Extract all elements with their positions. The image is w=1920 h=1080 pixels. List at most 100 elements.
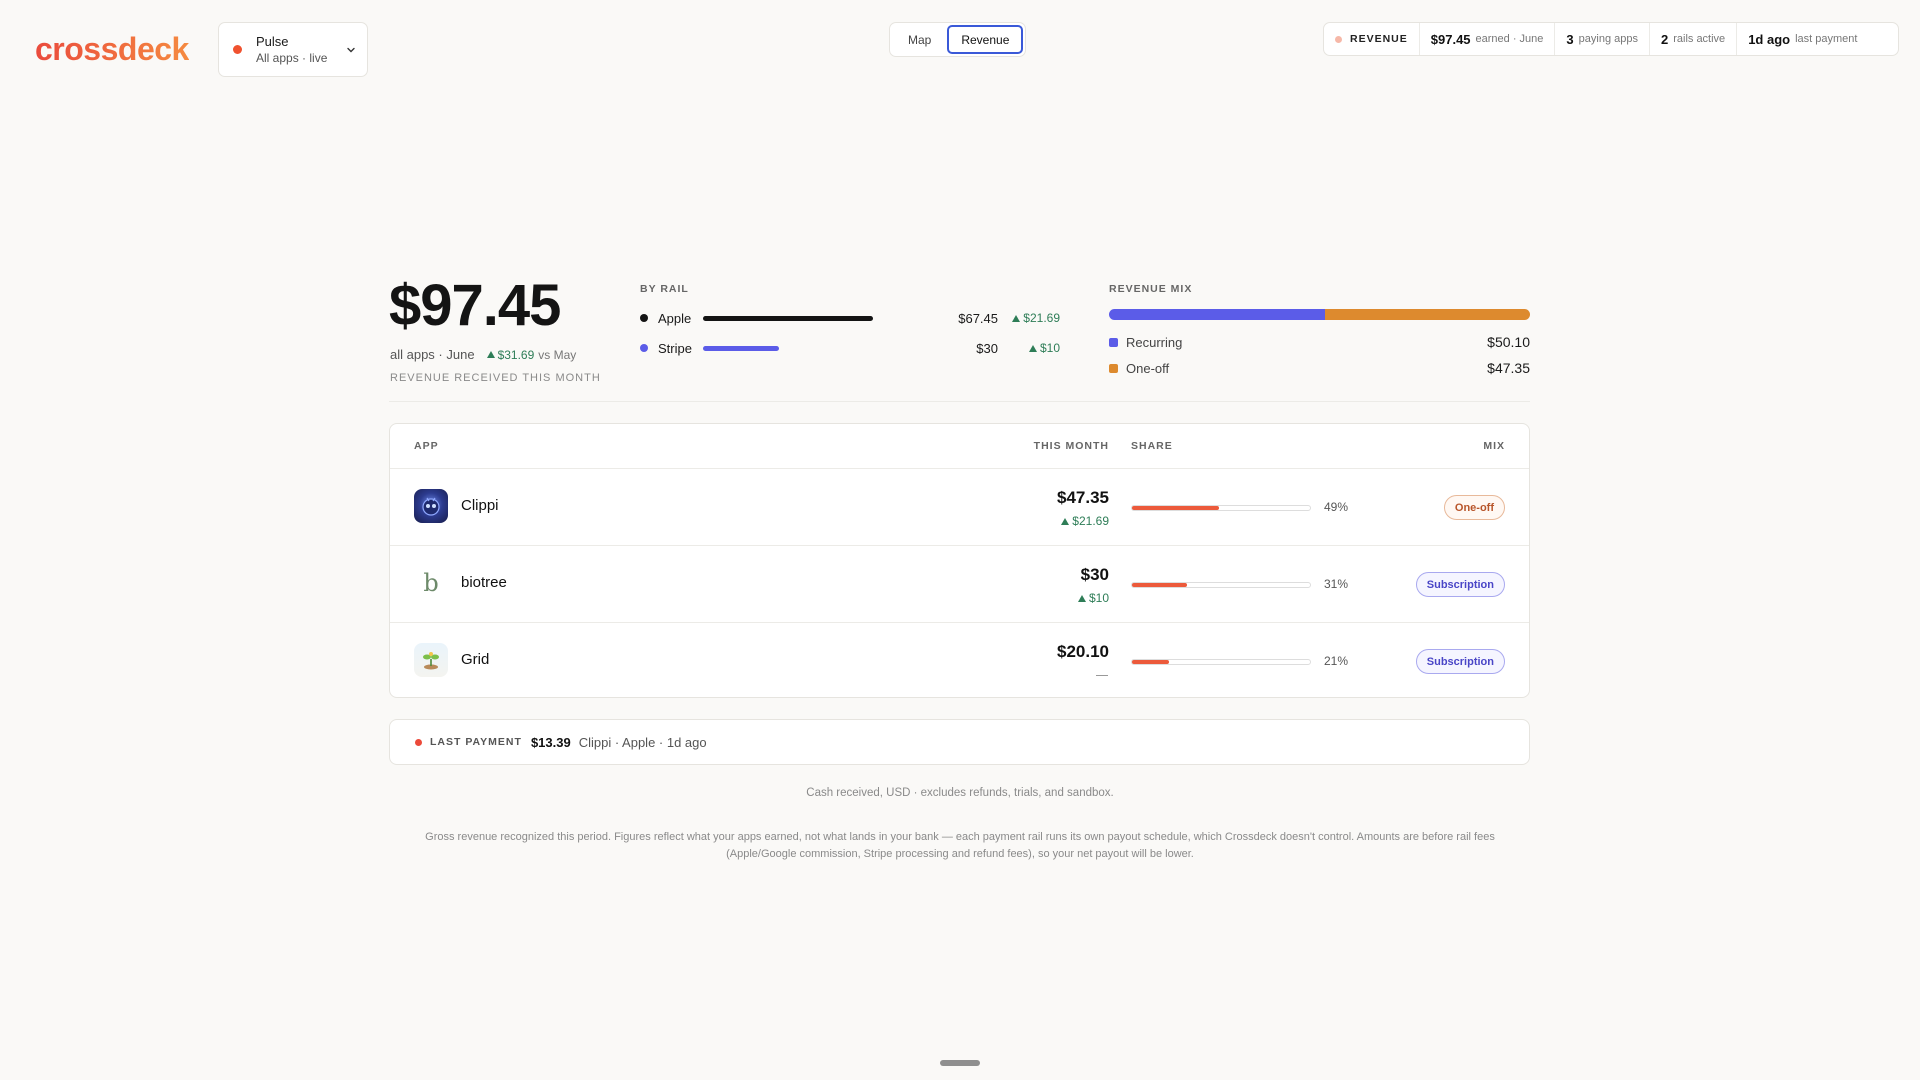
stat-last-text: last payment	[1795, 33, 1858, 45]
share-fill	[1132, 583, 1188, 587]
rail-dot	[640, 344, 648, 352]
header-this-month[interactable]: THIS MONTH	[1033, 440, 1109, 452]
stat-earned-text: earned · June	[1475, 33, 1544, 45]
total-subline: all apps · June $31.69 vs May	[390, 347, 576, 362]
app-amount: $47.35	[1057, 488, 1109, 507]
mix-swatch	[1109, 337, 1118, 347]
rail-bar-track	[703, 345, 873, 351]
total-caption: REVENUE RECEIVED THIS MONTH	[390, 372, 601, 384]
app-amount: $20.10	[1057, 642, 1109, 661]
live-status-dot	[233, 45, 242, 54]
no-change-dash	[1096, 675, 1108, 676]
stat-rails-text: rails active	[1673, 33, 1726, 45]
rail-amount: $67.45	[958, 310, 998, 326]
app-name[interactable]: Clippi	[461, 497, 499, 514]
section-divider	[389, 401, 1530, 402]
rail-row-stripe: Stripe $30 $10	[640, 333, 1060, 363]
grid-app-icon	[414, 643, 448, 677]
total-delta-suffix: vs May	[538, 347, 577, 362]
stat-last-payment: 1d ago last payment	[1736, 23, 1868, 55]
up-triangle-icon	[1077, 594, 1086, 602]
last-payment-meta: Clippi · Apple · 1d ago	[578, 734, 707, 750]
up-triangle-icon	[1061, 517, 1070, 525]
tab-revenue[interactable]: Revenue	[947, 25, 1024, 54]
revenue-stats-bar: REVENUE $97.45 earned · June 3 paying ap…	[1323, 22, 1899, 56]
up-triangle-icon	[1028, 344, 1037, 352]
mix-name: One-off	[1126, 360, 1170, 376]
by-rail-section: BY RAIL Apple $67.45 $21.69 Stripe $30 $…	[640, 283, 1060, 363]
revenue-mix-section: REVENUE MIX Recurring $50.10 One-off $47…	[1109, 283, 1530, 381]
workspace-subtitle: All apps · live	[256, 51, 328, 65]
app-name[interactable]: Grid	[461, 651, 490, 668]
rail-delta: $21.69	[1012, 311, 1060, 325]
chevron-down-icon	[347, 47, 355, 52]
last-payment-label: LAST PAYMENT	[430, 736, 522, 748]
app-name[interactable]: biotree	[461, 574, 507, 591]
mix-value: $50.10	[1487, 334, 1530, 350]
mix-name: Recurring	[1126, 334, 1183, 350]
stat-paying-text: paying apps	[1578, 33, 1638, 45]
biotree-app-icon: b	[414, 566, 448, 600]
crossdeck-logo[interactable]: crossdeck	[35, 31, 189, 67]
rail-bar	[703, 345, 779, 351]
share-fill	[1132, 506, 1220, 510]
revenue-dot	[1335, 35, 1342, 43]
share-bar	[1131, 659, 1311, 665]
apps-table: APP THIS MONTH SHARE MIX Clippi $47.35 $…	[389, 423, 1530, 698]
stat-paying-apps: 3 paying apps	[1554, 23, 1649, 55]
mix-value: $47.35	[1487, 360, 1530, 376]
table-row[interactable]: b biotree $30 $10 31% Subscription	[390, 546, 1529, 623]
by-rail-label: BY RAIL	[640, 283, 689, 295]
share-bar	[1131, 505, 1311, 511]
mix-badge: One-off	[1443, 495, 1505, 520]
table-row[interactable]: Grid $20.10 21% Subscription	[390, 623, 1529, 697]
rail-dot	[640, 314, 648, 322]
revenue-mix-bar	[1109, 309, 1530, 320]
stat-earned: $97.45 earned · June	[1418, 23, 1555, 55]
table-row[interactable]: Clippi $47.35 $21.69 49% One-off	[390, 469, 1529, 546]
rail-delta: $10	[1028, 341, 1060, 355]
app-amount: $30	[1080, 565, 1109, 584]
last-payment-amount: $13.39	[530, 734, 571, 750]
share-bar	[1131, 582, 1311, 588]
header-app[interactable]: APP	[414, 440, 439, 452]
up-triangle-icon	[1012, 314, 1021, 322]
view-toggle: Map Revenue	[889, 22, 1027, 57]
mix-segment-oneoff	[1325, 309, 1530, 320]
share-percent: 49%	[1324, 500, 1349, 514]
stat-last-value: 1d ago	[1748, 31, 1791, 47]
footnote: Cash received, USD · excludes refunds, t…	[806, 787, 1114, 799]
app-delta: $21.69	[1061, 514, 1109, 528]
drag-handle[interactable]	[940, 1060, 980, 1066]
biotree-glyph: b	[423, 569, 439, 597]
up-triangle-icon	[486, 351, 495, 358]
share-percent: 21%	[1324, 654, 1349, 668]
mix-row-recurring: Recurring $50.10	[1109, 329, 1530, 355]
tab-map[interactable]: Map	[908, 32, 932, 47]
rail-name: Stripe	[658, 340, 692, 356]
table-header: APP THIS MONTH SHARE MIX	[390, 424, 1529, 469]
workspace-title: Pulse	[256, 34, 289, 49]
total-scope: all apps · June	[390, 347, 475, 362]
last-payment-bar[interactable]: LAST PAYMENT $13.39 Clippi · Apple · 1d …	[389, 719, 1530, 765]
mix-swatch	[1109, 363, 1118, 373]
stat-earned-value: $97.45	[1430, 31, 1471, 47]
stat-rails-value: 2	[1660, 31, 1669, 47]
rail-bar	[703, 315, 873, 321]
rail-name: Apple	[658, 310, 692, 326]
stat-paying-value: 3	[1566, 31, 1574, 47]
header-share[interactable]: SHARE	[1131, 440, 1173, 452]
last-payment-dot	[415, 738, 422, 746]
workspace-selector[interactable]: Pulse All apps · live	[218, 22, 368, 77]
share-percent: 31%	[1324, 577, 1349, 591]
total-revenue: $97.45	[389, 273, 561, 338]
total-delta: $31.69	[486, 348, 534, 362]
mix-segment-recurring	[1109, 309, 1326, 320]
header-mix[interactable]: MIX	[1483, 440, 1505, 452]
clippi-app-icon	[414, 489, 448, 523]
mix-badge: Subscription	[1415, 649, 1505, 674]
rail-row-apple: Apple $67.45 $21.69	[640, 303, 1060, 333]
stat-revenue-label: REVENUE	[1324, 23, 1419, 55]
rail-amount: $30	[976, 340, 998, 356]
rail-bar-track	[703, 315, 873, 321]
